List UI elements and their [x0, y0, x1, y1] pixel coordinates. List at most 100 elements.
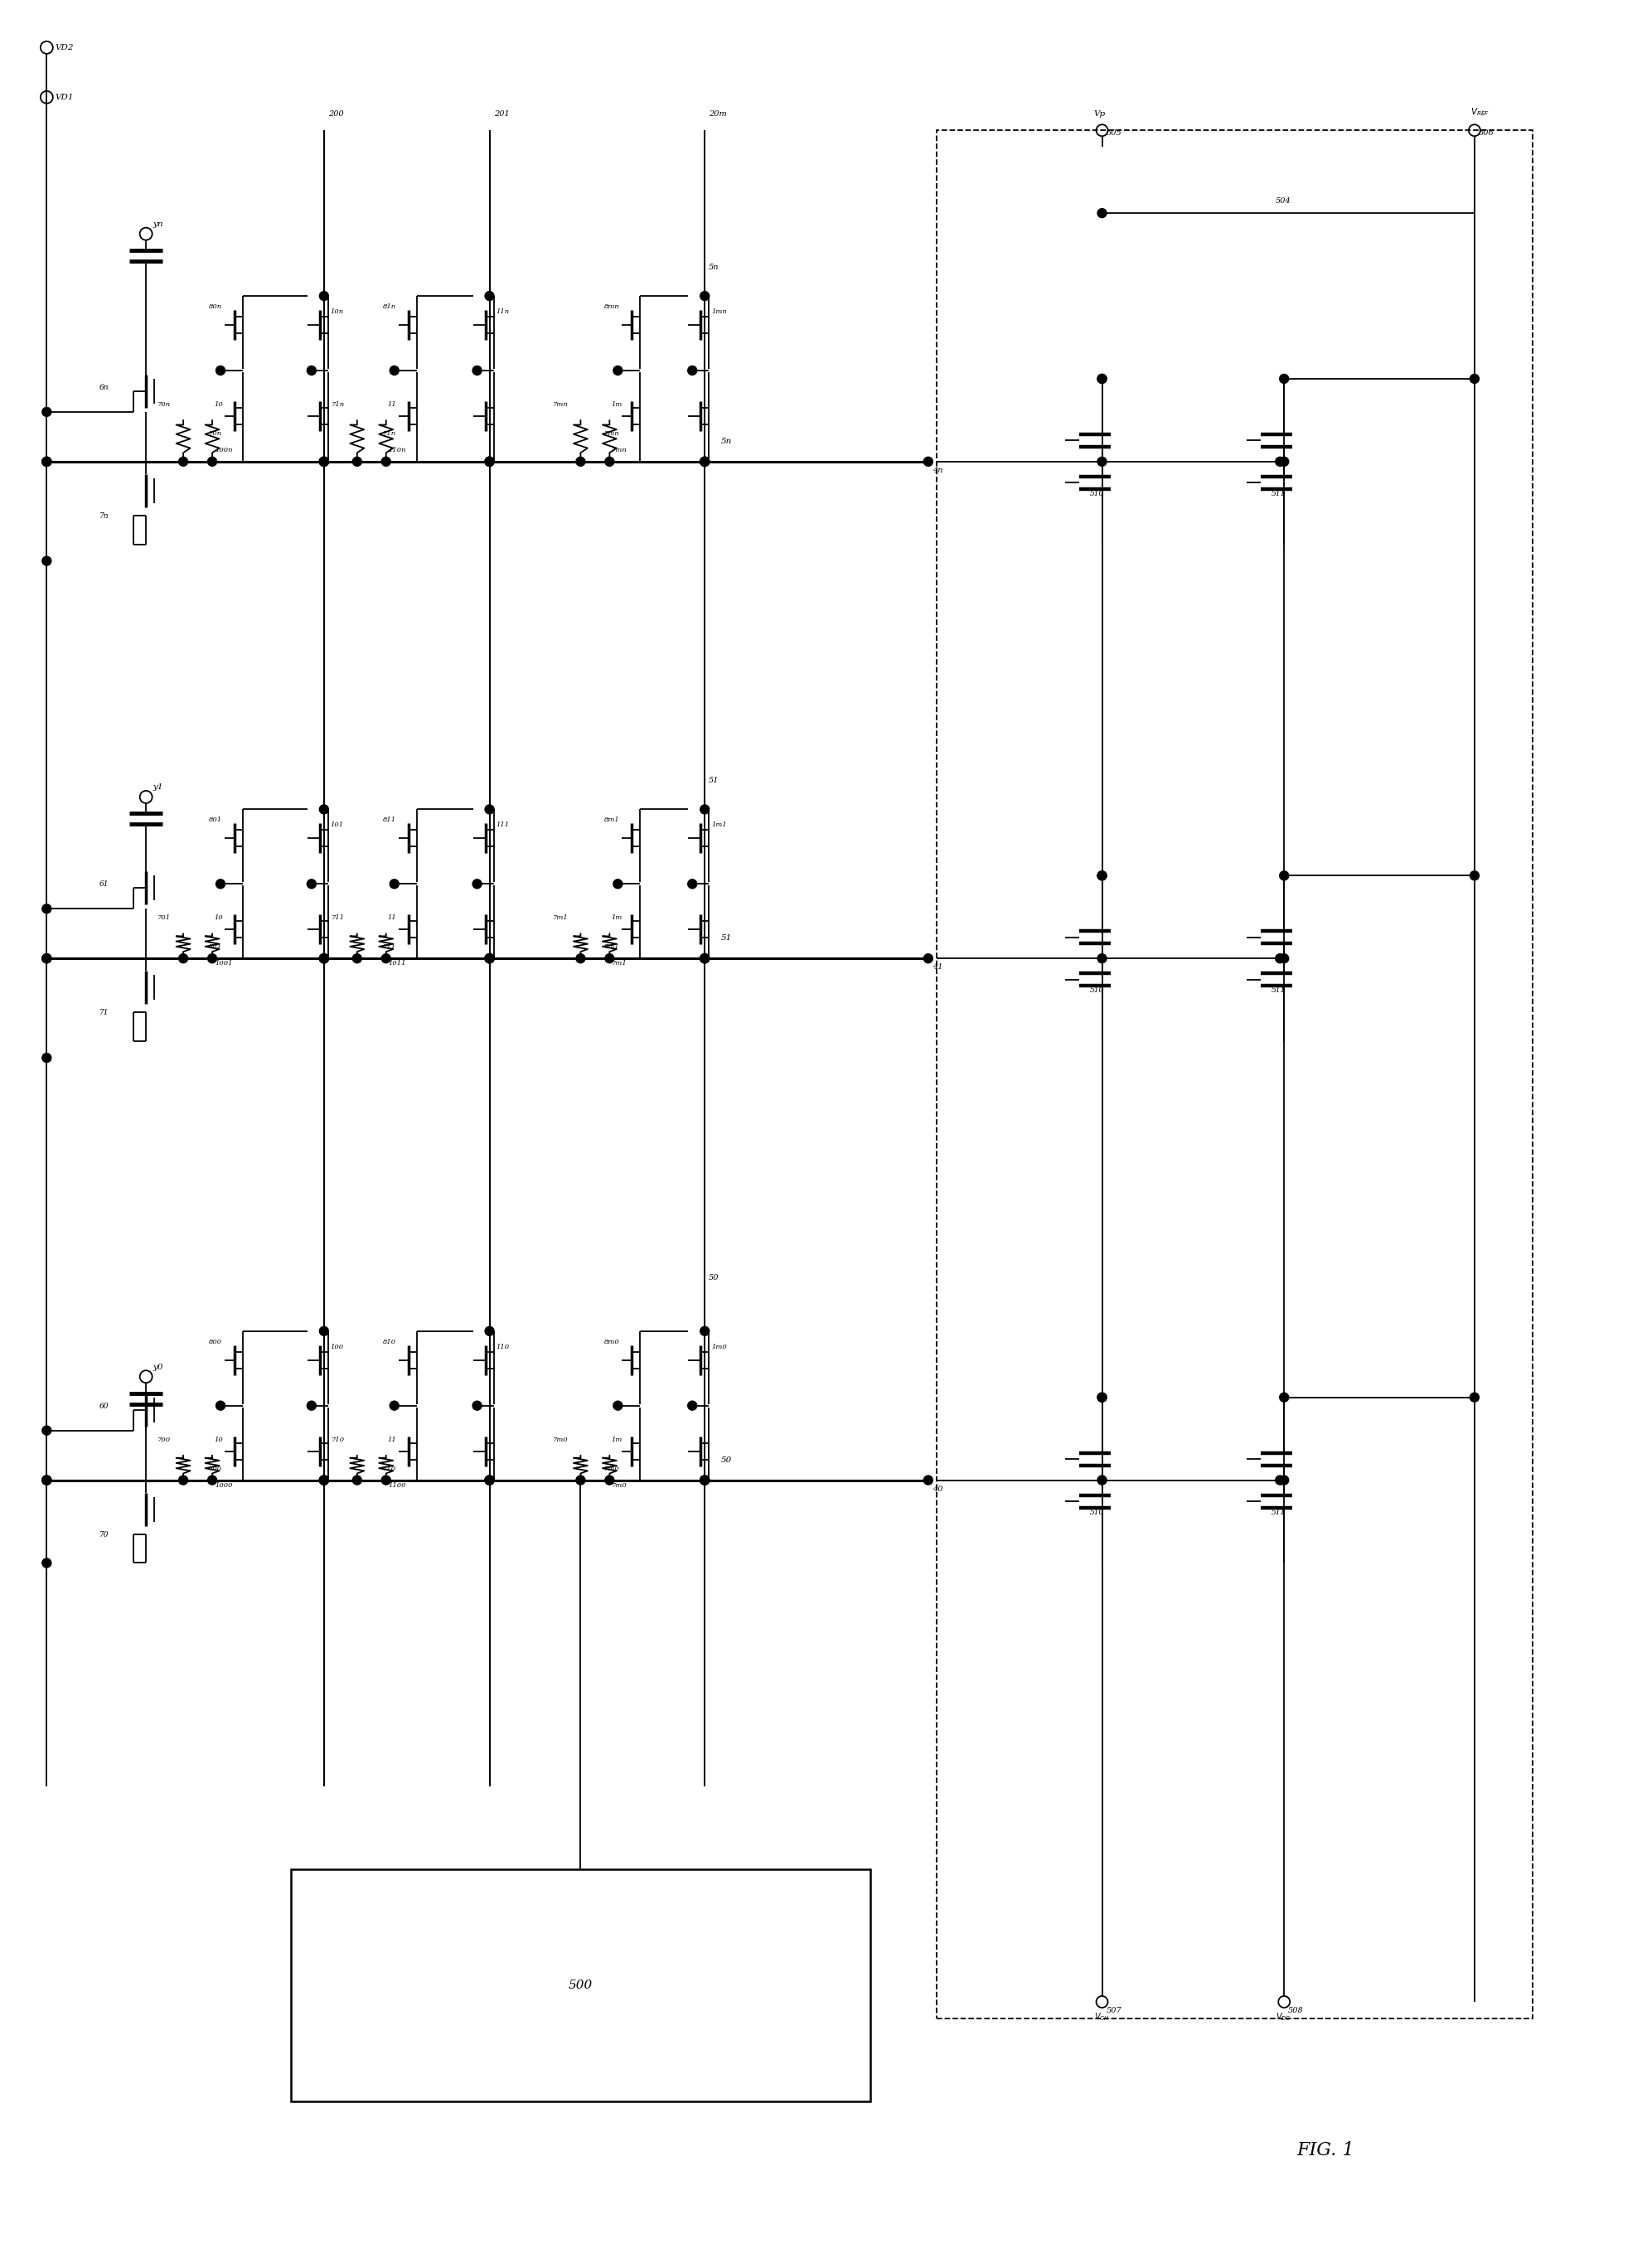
Circle shape: [700, 1476, 710, 1486]
Text: 10: 10: [214, 914, 222, 921]
Circle shape: [352, 1476, 362, 1486]
Text: 81n: 81n: [382, 304, 395, 311]
Text: 7m1: 7m1: [613, 959, 628, 966]
Circle shape: [1471, 1393, 1479, 1402]
Text: 71n: 71n: [331, 401, 344, 408]
Circle shape: [700, 458, 710, 467]
Text: 800: 800: [209, 1338, 222, 1345]
Circle shape: [473, 880, 481, 889]
Text: 101: 101: [331, 821, 344, 828]
Text: 7mn: 7mn: [553, 401, 568, 408]
Text: 507: 507: [1107, 2007, 1122, 2014]
Text: 1m: 1m: [611, 914, 623, 921]
Circle shape: [1280, 374, 1288, 383]
Circle shape: [613, 1402, 623, 1411]
Text: 5n: 5n: [721, 438, 733, 445]
Circle shape: [473, 365, 481, 374]
Circle shape: [484, 1476, 494, 1486]
Circle shape: [473, 1402, 481, 1411]
Circle shape: [700, 1327, 710, 1336]
Text: 8mn: 8mn: [604, 304, 619, 311]
Text: 100n: 100n: [214, 447, 232, 454]
Circle shape: [43, 955, 51, 964]
Circle shape: [178, 1476, 188, 1486]
Circle shape: [700, 955, 710, 964]
Text: y0: y0: [153, 1363, 163, 1370]
Circle shape: [320, 955, 328, 964]
Text: 7m1: 7m1: [553, 914, 568, 921]
Circle shape: [924, 1476, 932, 1486]
Circle shape: [688, 365, 697, 374]
Text: 1001: 1001: [214, 959, 232, 966]
Text: 110n: 110n: [389, 447, 407, 454]
Text: VD1: VD1: [54, 93, 74, 102]
Circle shape: [700, 955, 710, 964]
Text: 50: 50: [721, 1456, 733, 1463]
Text: 70n: 70n: [158, 401, 171, 408]
Circle shape: [576, 955, 585, 964]
Text: 201: 201: [494, 111, 509, 118]
Bar: [937, 129, 1532, 2019]
Circle shape: [688, 1402, 697, 1411]
Circle shape: [604, 458, 614, 467]
Text: 510: 510: [1090, 987, 1103, 993]
Circle shape: [700, 290, 710, 302]
Text: 710: 710: [331, 1436, 344, 1442]
Circle shape: [484, 955, 494, 964]
Circle shape: [320, 955, 328, 964]
Circle shape: [382, 955, 390, 964]
Text: 504: 504: [1276, 197, 1291, 204]
Text: 20m: 20m: [708, 111, 726, 118]
Circle shape: [43, 1476, 51, 1486]
Circle shape: [320, 290, 328, 302]
Circle shape: [320, 458, 328, 467]
Circle shape: [688, 880, 697, 889]
Circle shape: [43, 1052, 51, 1061]
Circle shape: [1097, 955, 1107, 964]
Circle shape: [382, 458, 390, 467]
Text: 111: 111: [496, 821, 509, 828]
Text: 40: 40: [932, 1486, 942, 1492]
Circle shape: [43, 408, 51, 417]
Circle shape: [484, 458, 494, 467]
Circle shape: [1097, 1393, 1107, 1402]
Circle shape: [700, 458, 710, 467]
Text: 6n: 6n: [99, 383, 109, 390]
Text: 11: 11: [387, 401, 397, 408]
Circle shape: [484, 458, 494, 467]
Circle shape: [1097, 374, 1107, 383]
Circle shape: [700, 805, 710, 814]
Circle shape: [1280, 955, 1288, 964]
Text: 701: 701: [209, 943, 222, 950]
Text: 7mn: 7mn: [613, 447, 628, 454]
Circle shape: [306, 1402, 316, 1411]
Text: FIG. 1: FIG. 1: [1296, 2141, 1354, 2159]
Text: 508: 508: [1288, 2007, 1304, 2014]
Text: 801: 801: [209, 816, 222, 823]
Circle shape: [320, 955, 328, 964]
Circle shape: [1097, 871, 1107, 880]
Circle shape: [924, 955, 932, 964]
Circle shape: [700, 458, 710, 467]
Text: 41: 41: [932, 964, 942, 971]
Text: 1100: 1100: [389, 1481, 407, 1488]
Text: 510: 510: [1090, 490, 1103, 497]
Circle shape: [352, 955, 362, 964]
Circle shape: [1471, 374, 1479, 383]
Circle shape: [216, 1402, 226, 1411]
Text: 110: 110: [496, 1343, 509, 1349]
Text: 51: 51: [708, 778, 720, 785]
Text: 1011: 1011: [389, 959, 407, 966]
Circle shape: [178, 955, 188, 964]
Text: 500: 500: [568, 1980, 593, 1991]
Text: 1m0: 1m0: [712, 1343, 726, 1349]
Circle shape: [1280, 871, 1288, 880]
Text: 11: 11: [387, 1436, 397, 1442]
Text: 7n: 7n: [99, 513, 109, 519]
Text: 1000: 1000: [214, 1481, 232, 1488]
Circle shape: [208, 1476, 217, 1486]
Text: 50: 50: [708, 1275, 720, 1281]
Circle shape: [320, 458, 328, 467]
Circle shape: [208, 955, 217, 964]
Text: $V_{REF}$: $V_{REF}$: [1471, 107, 1489, 118]
